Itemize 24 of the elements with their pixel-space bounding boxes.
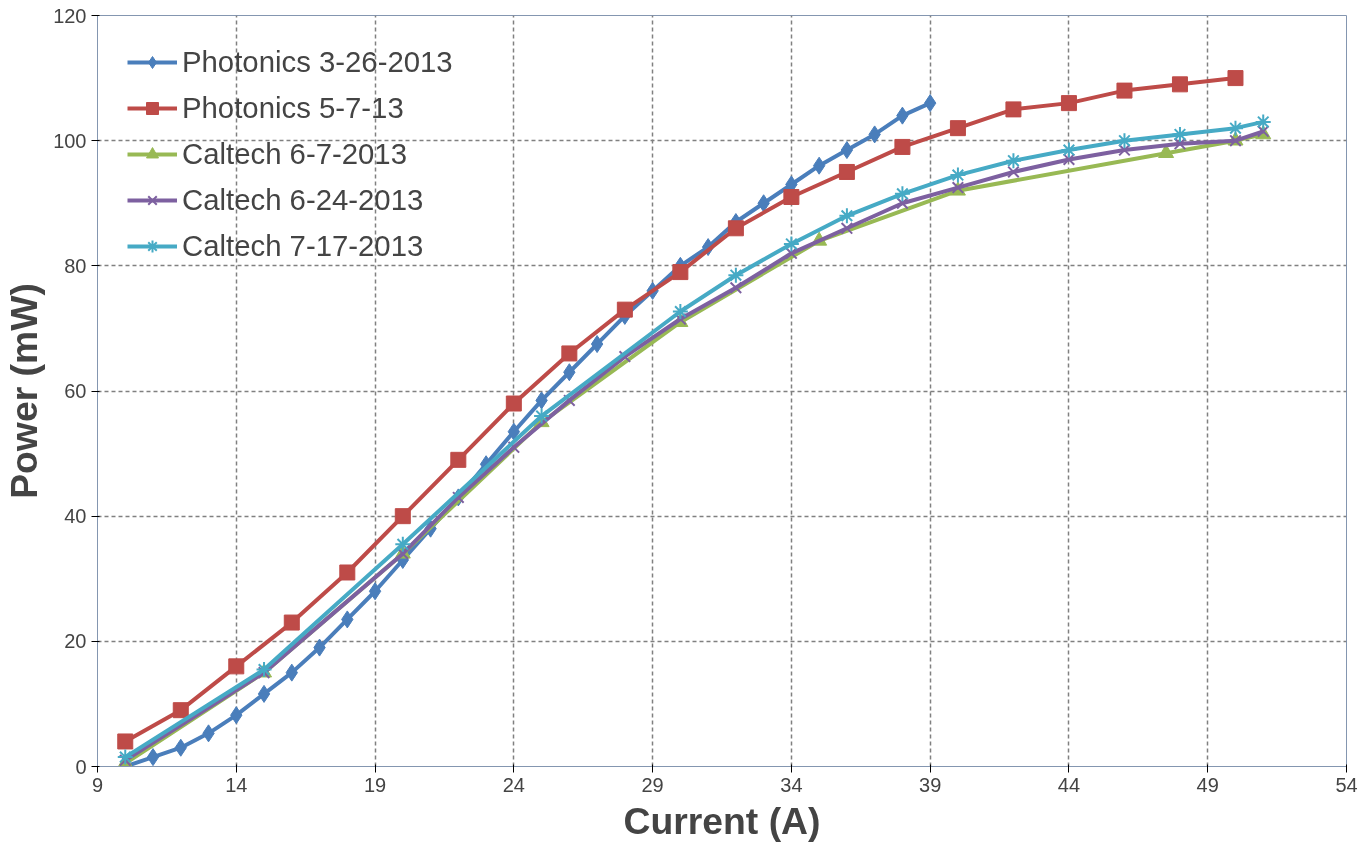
legend-label: Caltech 6-7-2013 [182, 137, 407, 171]
legend-label: Caltech 7-17-2013 [182, 229, 424, 263]
x-tick-label: 49 [1196, 773, 1219, 796]
x-tick-label: 34 [780, 773, 803, 796]
x-tick-label: 24 [502, 773, 525, 796]
y-tick-label: 60 [64, 380, 87, 402]
y-tick-label: 40 [64, 505, 87, 528]
x-tick-label: 54 [1335, 773, 1358, 796]
legend-label: Caltech 6-24-2013 [182, 183, 424, 217]
legend-label: Photonics 3-26-2013 [182, 45, 453, 79]
legend-label: Photonics 5-7-13 [182, 91, 404, 125]
x-tick-label: 9 [91, 773, 104, 796]
y-tick-label: 120 [53, 4, 87, 27]
y-tick-label: 20 [64, 630, 87, 653]
y-tick-label: 100 [53, 129, 87, 152]
x-tick-label: 29 [641, 773, 664, 796]
x-tick-label: 39 [919, 773, 942, 796]
y-tick-label: 80 [64, 254, 87, 277]
x-tick-label: 44 [1057, 773, 1081, 796]
y-axis-title: Power (mW) [3, 283, 46, 499]
x-axis-title: Current (A) [623, 799, 821, 842]
x-tick-label: 19 [363, 773, 387, 796]
y-tick-label: 0 [75, 755, 87, 778]
x-tick-label: 14 [225, 773, 248, 796]
